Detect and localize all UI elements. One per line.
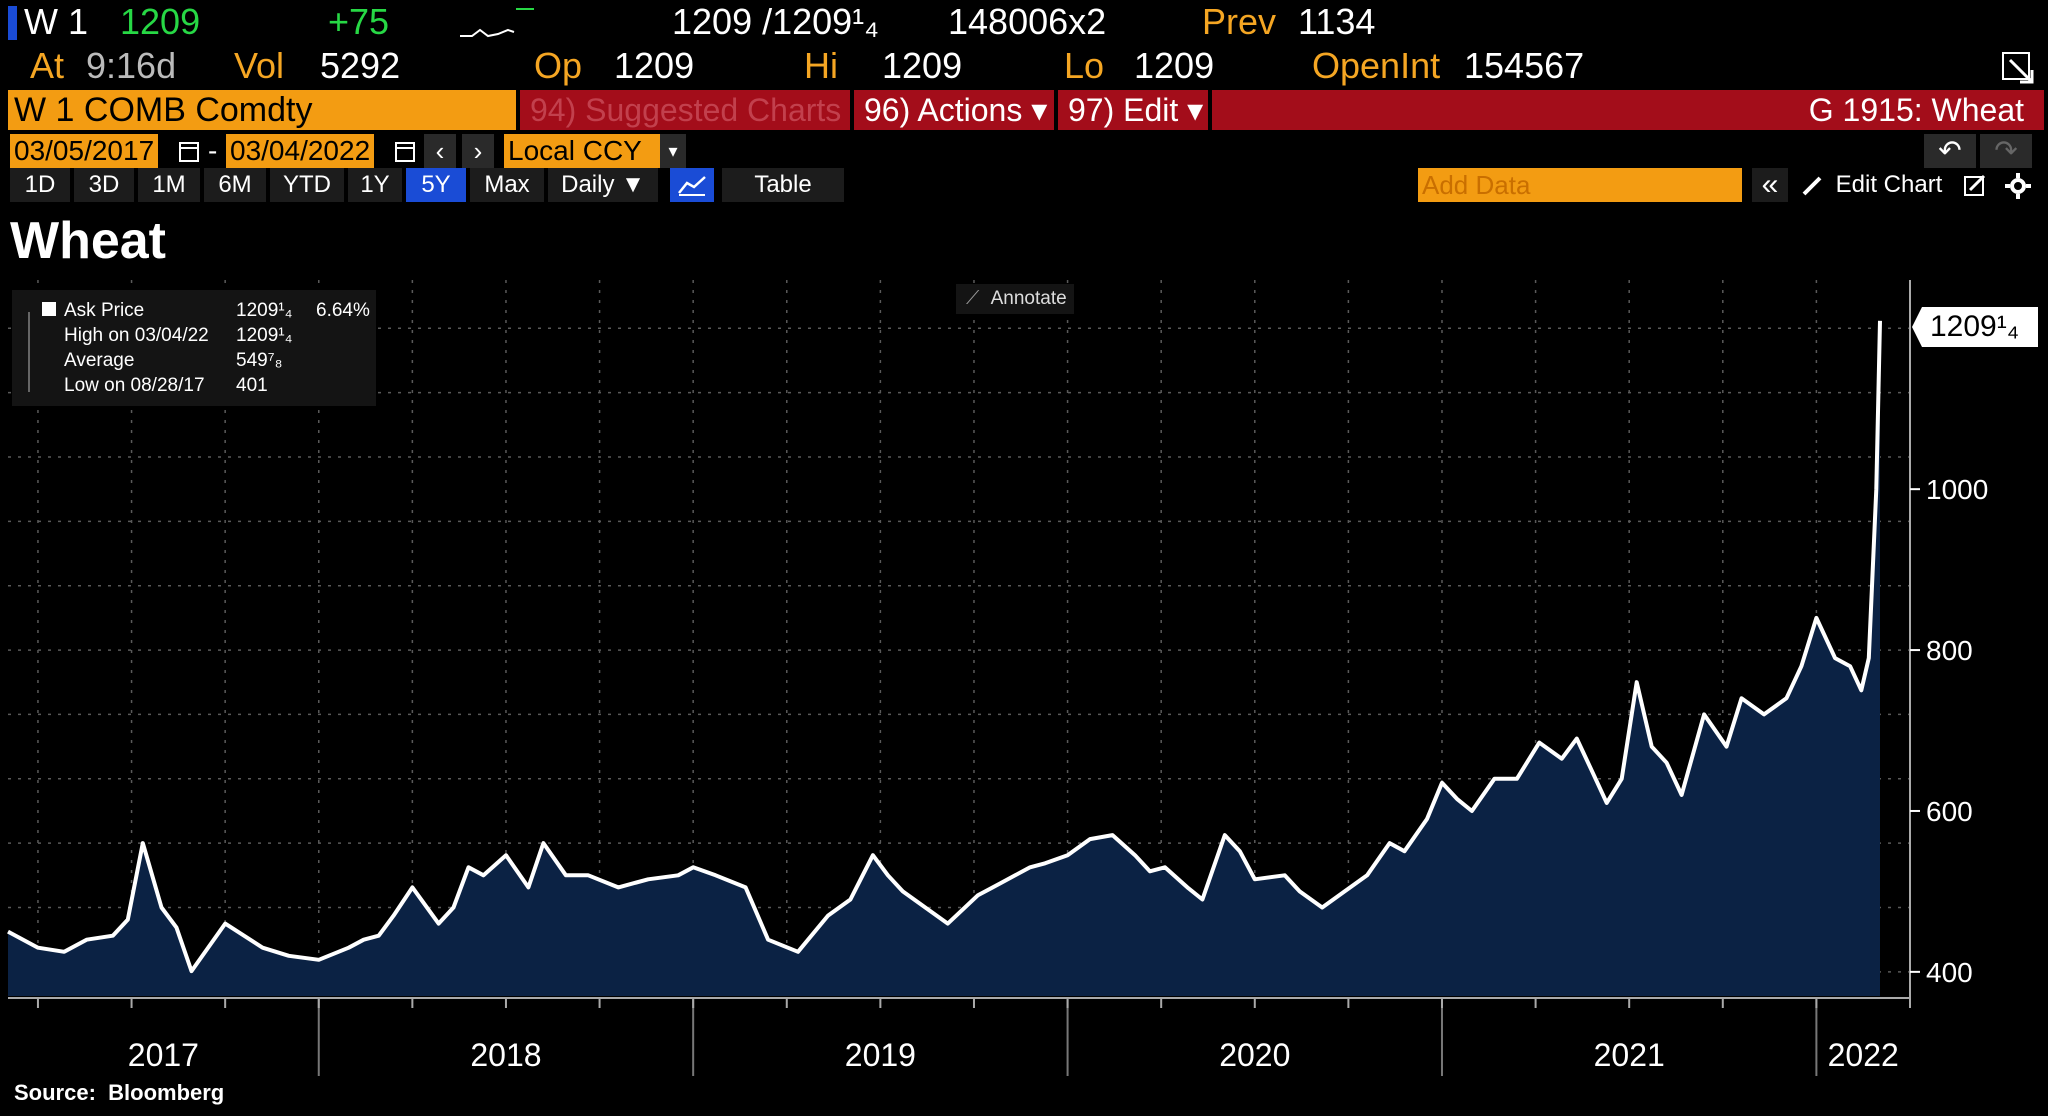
legend-low-value: 401 [236,375,268,396]
ticker: W 1 [24,1,89,42]
redo-button[interactable]: ↷ [1980,134,2032,168]
x-tick-label: 2018 [470,1037,541,1073]
add-data-input[interactable]: Add Data [1418,168,1742,202]
period-6m[interactable]: 6M [204,168,266,202]
vol-label: Vol [234,45,285,86]
legend-swatch [42,302,56,316]
calendar-icon[interactable] [394,139,416,163]
low-price: 1209 [1134,45,1215,86]
actions-menu[interactable]: 96) Actions ▾ [854,90,1054,130]
x-tick-label: 2020 [1219,1037,1290,1073]
last-value-tag [1912,307,2038,347]
table-button[interactable]: Table [722,168,844,202]
function-title: G 1915: Wheat [1808,92,2024,128]
function-title-bar [1212,90,2044,130]
legend-average-value: 549⁷₈ [236,350,283,371]
edit-chart-button[interactable]: Edit Chart [1835,171,1943,198]
price-line [7,320,1882,974]
bid-ask-size: 148006x2 [948,1,1107,42]
pencil-icon[interactable] [1800,172,1826,198]
bid-ask: 1209 /1209¹₄ [672,1,879,42]
end-date-field[interactable]: 03/04/2022 [226,134,375,168]
at-label: At [30,45,65,86]
y-tick-label: 800 [1926,635,1973,666]
y-tick-label: 400 [1926,957,1973,988]
period-5y[interactable]: 5Y [406,168,466,202]
frequency-select[interactable]: Daily ▼ [548,168,658,202]
ticker-marker [8,6,17,40]
security-field[interactable]: W 1 COMB Comdty [8,90,516,130]
y-tick-label: 1000 [1926,474,1988,505]
price-chart[interactable]: 400 600 800 1000 2017 2018 2019 2020 2021 2022 [0,280,2048,1116]
period-1y[interactable]: 1Y [348,168,402,202]
expand-icon[interactable] [2000,50,2036,86]
chart-title: Wheat [10,212,166,270]
open-interest: 154567 [1464,45,1585,86]
price-area [8,320,1880,996]
open-price: 1209 [614,45,695,86]
legend-tree-line [28,312,30,392]
edit-menu[interactable]: 97) Edit ▾ [1058,90,1208,130]
currency-select[interactable]: Local CCY [504,134,662,168]
gear-icon[interactable] [2004,172,2032,200]
high-price: 1209 [882,45,963,86]
open-label: Op [534,45,583,86]
collapse-icon[interactable]: « [1752,168,1788,202]
open-interest-label: OpenInt [1312,45,1441,86]
annotate-button[interactable]: ⟋ Annotate [956,284,1074,314]
price-change: +75 [328,1,390,42]
sparkline-icon [460,8,534,38]
calendar-icon[interactable] [178,139,200,163]
period-max[interactable]: Max [470,168,544,202]
legend-box [12,290,376,406]
date-separator: - [208,135,218,166]
prev-label: Prev [1202,1,1277,42]
undo-button[interactable]: ↶ [1924,134,1976,168]
high-label: Hi [804,45,838,86]
line-chart-icon[interactable] [670,168,714,202]
last-value-label: 1209¹₄ [1930,310,2019,343]
period-3d[interactable]: 3D [74,168,134,202]
start-date-field[interactable]: 03/05/2017 [10,134,159,168]
x-tick-label: 2017 [128,1037,199,1073]
legend-ask-label: Ask Price [64,300,145,321]
legend-ask-value: 1209¹₄ [236,300,293,321]
currency-dropdown-button[interactable]: ▾ [660,134,686,168]
edit-settings-icon[interactable] [1962,172,1988,198]
annotate-pencil-icon: ⟋ [966,288,980,309]
legend-high-value: 1209¹₄ [236,325,293,346]
last-price: 1209 [120,1,201,42]
prev-price: 1134 [1298,1,1376,42]
volume: 5292 [320,45,401,86]
period-1m[interactable]: 1M [138,168,200,202]
low-label: Lo [1064,45,1105,86]
source-note: Source: Bloomberg [14,1080,225,1105]
prev-period-button[interactable]: ‹ [424,134,456,168]
quote-time: 9:16d [86,45,177,86]
period-1d[interactable]: 1D [10,168,70,202]
legend-ask-change: 6.64% [316,300,370,321]
period-ytd[interactable]: YTD [270,168,344,202]
annotate-label: Annotate [990,288,1067,309]
x-tick-label: 2022 [1828,1037,1899,1073]
legend-high-label: High on 03/04/22 [64,325,209,346]
legend-low-label: Low on 08/28/17 [64,375,205,396]
next-period-button[interactable]: › [462,134,494,168]
x-tick-label: 2021 [1594,1037,1665,1073]
suggested-charts-menu[interactable]: 94) Suggested Charts [520,90,850,130]
x-tick-label: 2019 [845,1037,916,1073]
legend-average-label: Average [64,350,135,371]
y-tick-label: 600 [1926,796,1973,827]
